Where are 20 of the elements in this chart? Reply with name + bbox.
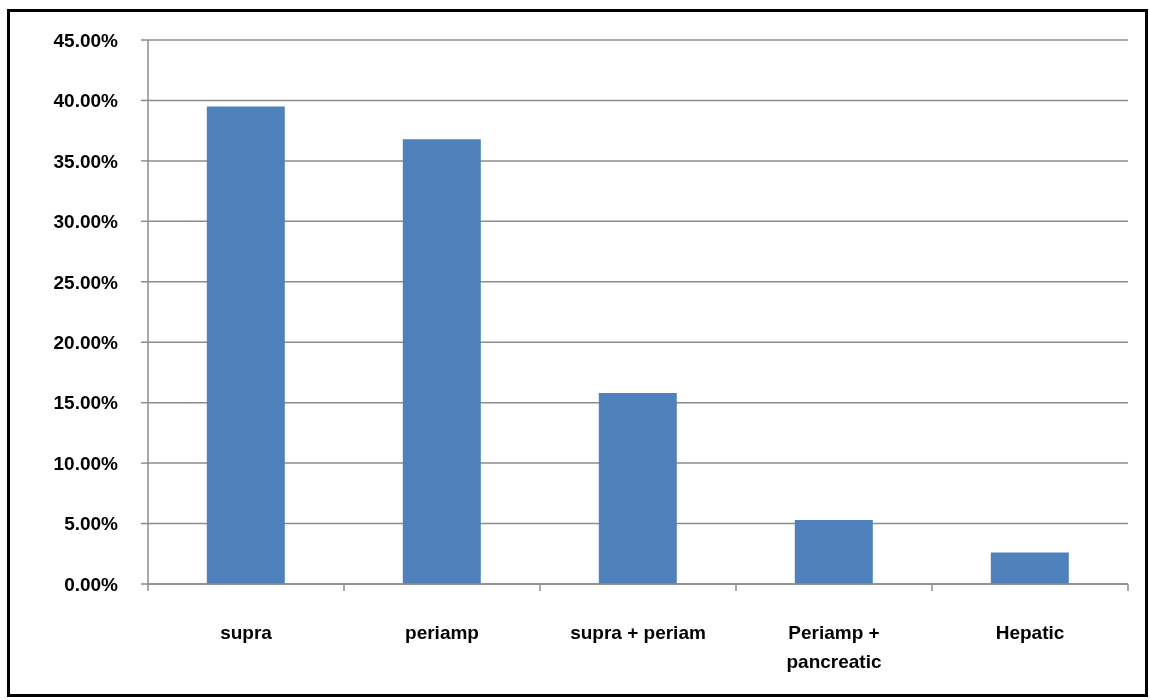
y-tick-label: 5.00% [64, 513, 119, 535]
y-tick-label: 45.00% [53, 29, 119, 51]
x-tick-label: Hepatic [995, 622, 1065, 643]
y-tick-label: 30.00% [53, 211, 119, 233]
y-tick-label: 25.00% [53, 271, 119, 293]
bar [598, 393, 677, 584]
y-tick-label: 0.00% [64, 573, 119, 595]
y-tick-label: 20.00% [53, 331, 119, 353]
y-tick-label: 35.00% [53, 150, 119, 172]
y-tick-label: 10.00% [53, 452, 119, 474]
y-tick-label: 40.00% [53, 90, 119, 112]
x-tick-label: supra + periam [570, 622, 706, 643]
bar [794, 519, 873, 584]
x-tick-label: Periamp + pancreatic [786, 622, 882, 672]
y-tick-label: 15.00% [53, 392, 119, 414]
bar [402, 139, 481, 584]
bar [990, 552, 1069, 584]
x-tick-label: supra [220, 622, 273, 643]
bar [206, 106, 285, 584]
x-tick-label: periamp [405, 622, 479, 643]
